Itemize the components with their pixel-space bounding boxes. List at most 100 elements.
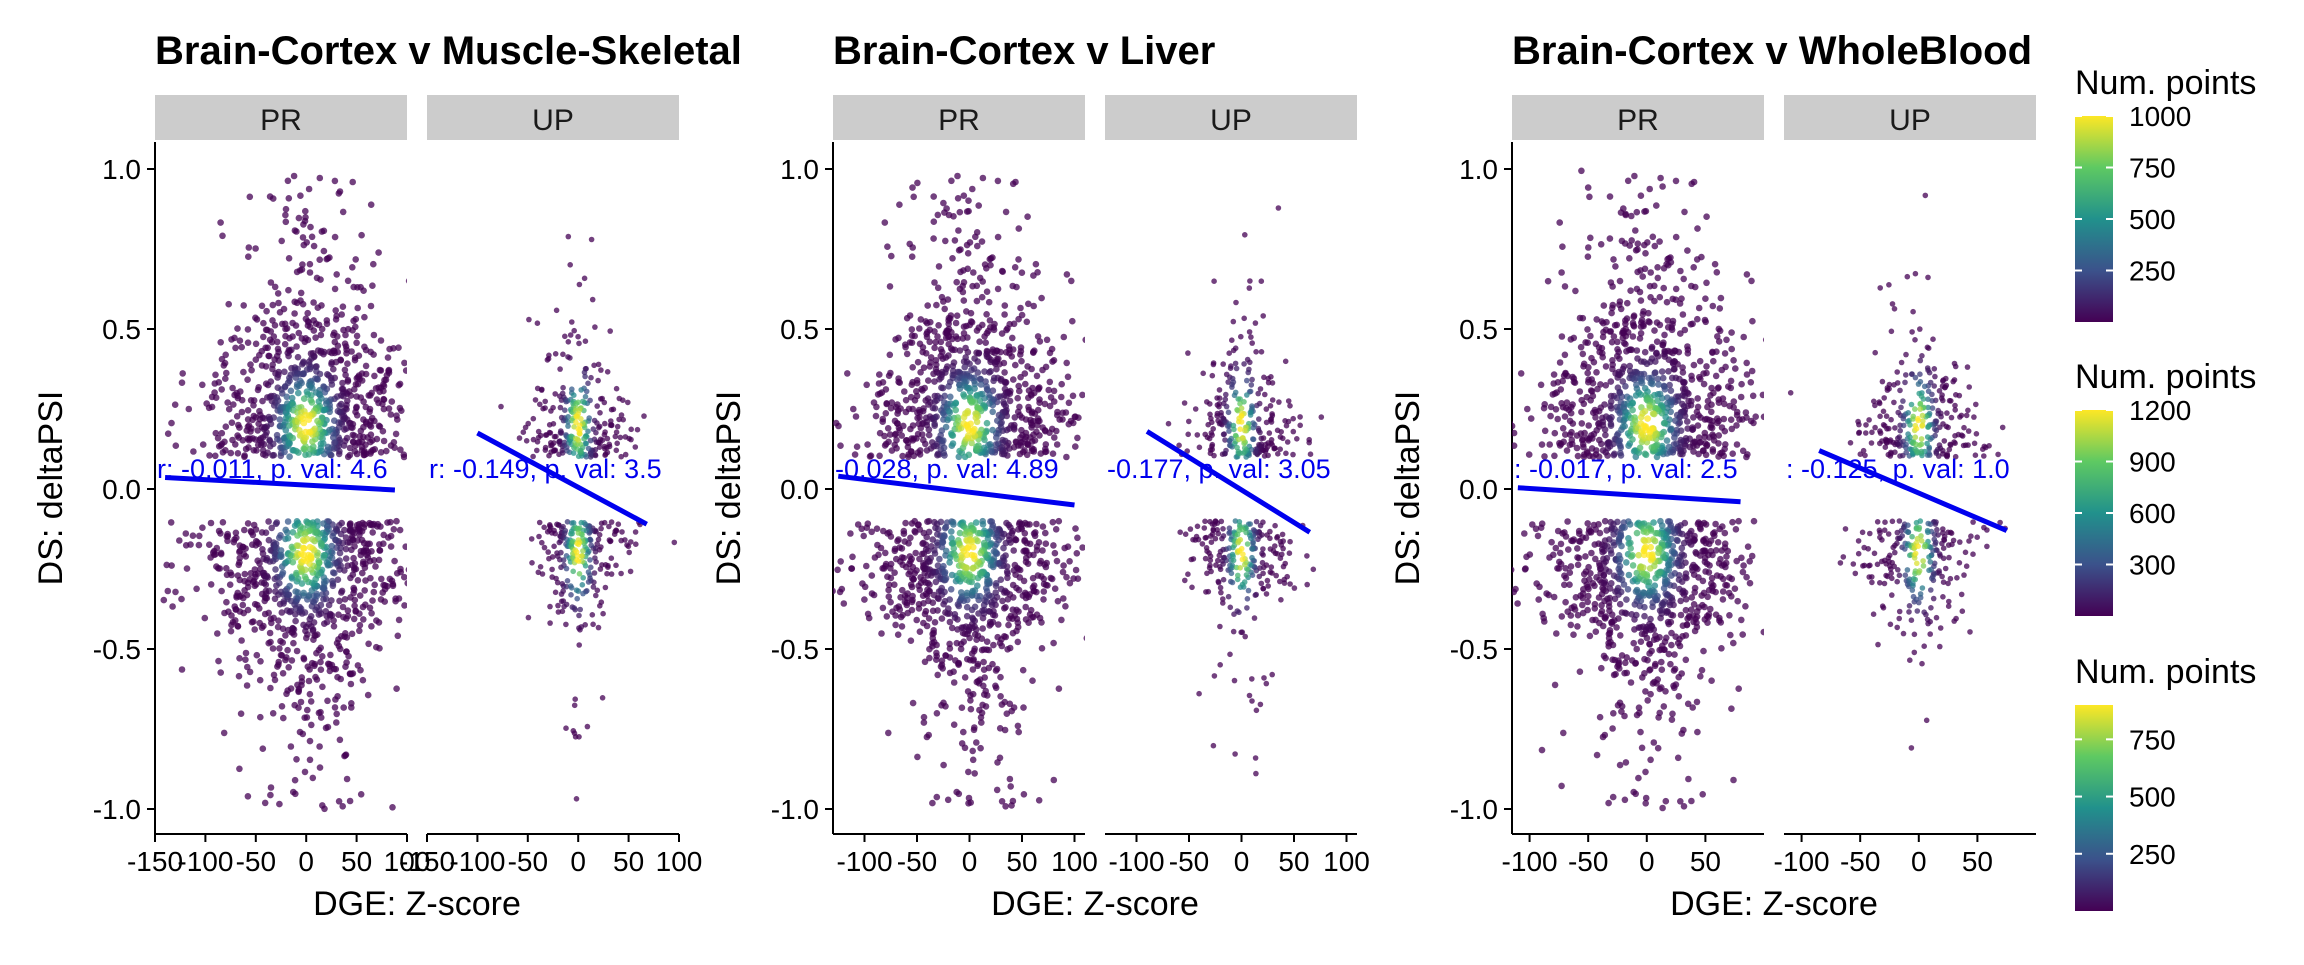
point	[1207, 401, 1213, 407]
point	[1072, 443, 1079, 450]
point	[1269, 672, 1275, 678]
point	[305, 552, 312, 559]
point	[332, 234, 339, 241]
point	[1217, 662, 1223, 668]
point	[586, 579, 592, 585]
point	[572, 696, 578, 702]
point	[1622, 212, 1629, 219]
point	[1226, 410, 1232, 416]
point	[1663, 798, 1670, 805]
point	[1527, 551, 1534, 558]
point	[324, 698, 331, 705]
point	[1007, 783, 1014, 790]
chart-title: Brain-Cortex v Liver	[833, 29, 1215, 73]
point	[1023, 559, 1030, 566]
point	[999, 798, 1006, 805]
point	[331, 417, 338, 424]
point	[579, 624, 585, 630]
point	[977, 376, 984, 383]
point	[302, 567, 309, 574]
point	[1258, 702, 1264, 708]
point	[582, 276, 588, 282]
point	[268, 378, 275, 385]
point	[1564, 518, 1571, 525]
point	[1015, 409, 1022, 416]
point	[1229, 571, 1235, 577]
point	[1096, 525, 1103, 532]
point	[232, 441, 239, 448]
point	[268, 421, 275, 428]
point	[580, 582, 586, 588]
point	[173, 442, 180, 449]
point	[1240, 527, 1246, 533]
point	[1587, 235, 1594, 242]
point	[576, 613, 582, 619]
point	[1297, 414, 1303, 420]
point	[1728, 705, 1735, 712]
point	[1802, 520, 1809, 527]
point	[1018, 358, 1025, 365]
point	[1185, 432, 1191, 438]
point	[318, 349, 325, 356]
point	[334, 674, 341, 681]
point	[1223, 397, 1229, 403]
point	[1702, 319, 1709, 326]
point	[1540, 615, 1547, 622]
point	[332, 704, 339, 711]
point	[942, 369, 949, 376]
point	[575, 426, 581, 432]
point	[864, 441, 871, 448]
point	[168, 519, 175, 526]
point	[835, 423, 842, 430]
x-tick-label: 100	[1051, 846, 1098, 877]
point	[280, 569, 287, 576]
point	[1696, 305, 1703, 312]
point	[320, 520, 327, 527]
point	[576, 642, 582, 648]
point	[1681, 209, 1688, 216]
correlation-annotation: -0.028, p. val: 4.89	[835, 454, 1059, 484]
point	[614, 386, 620, 392]
point	[278, 238, 285, 245]
point	[332, 307, 339, 314]
point	[1570, 631, 1577, 638]
point	[1231, 629, 1237, 635]
point	[1239, 406, 1245, 412]
point	[285, 664, 292, 671]
point	[887, 352, 894, 359]
point	[553, 590, 559, 596]
point	[971, 770, 978, 777]
point	[1020, 667, 1027, 674]
point	[353, 393, 360, 400]
point	[1258, 523, 1264, 529]
point	[1642, 250, 1649, 257]
point	[213, 394, 220, 401]
point	[296, 215, 303, 222]
point	[391, 558, 398, 565]
x-tick-label: 0	[570, 846, 586, 877]
point	[247, 194, 254, 201]
point	[542, 399, 548, 405]
point	[1609, 283, 1616, 290]
point	[947, 409, 954, 416]
point	[161, 597, 168, 604]
point	[267, 792, 274, 799]
point	[352, 357, 359, 364]
point	[930, 627, 937, 634]
point	[1625, 178, 1632, 185]
point	[871, 592, 878, 599]
point	[984, 288, 991, 295]
x-tick-label: -50	[1169, 846, 1209, 877]
point	[1603, 319, 1610, 326]
point	[1710, 358, 1717, 365]
point	[983, 265, 990, 272]
point	[343, 555, 350, 562]
point	[946, 596, 953, 603]
point	[1725, 383, 1732, 390]
point	[563, 622, 569, 628]
point	[1239, 546, 1245, 552]
point	[974, 243, 981, 250]
point	[891, 569, 898, 576]
point	[1166, 421, 1172, 427]
point	[1680, 276, 1687, 283]
